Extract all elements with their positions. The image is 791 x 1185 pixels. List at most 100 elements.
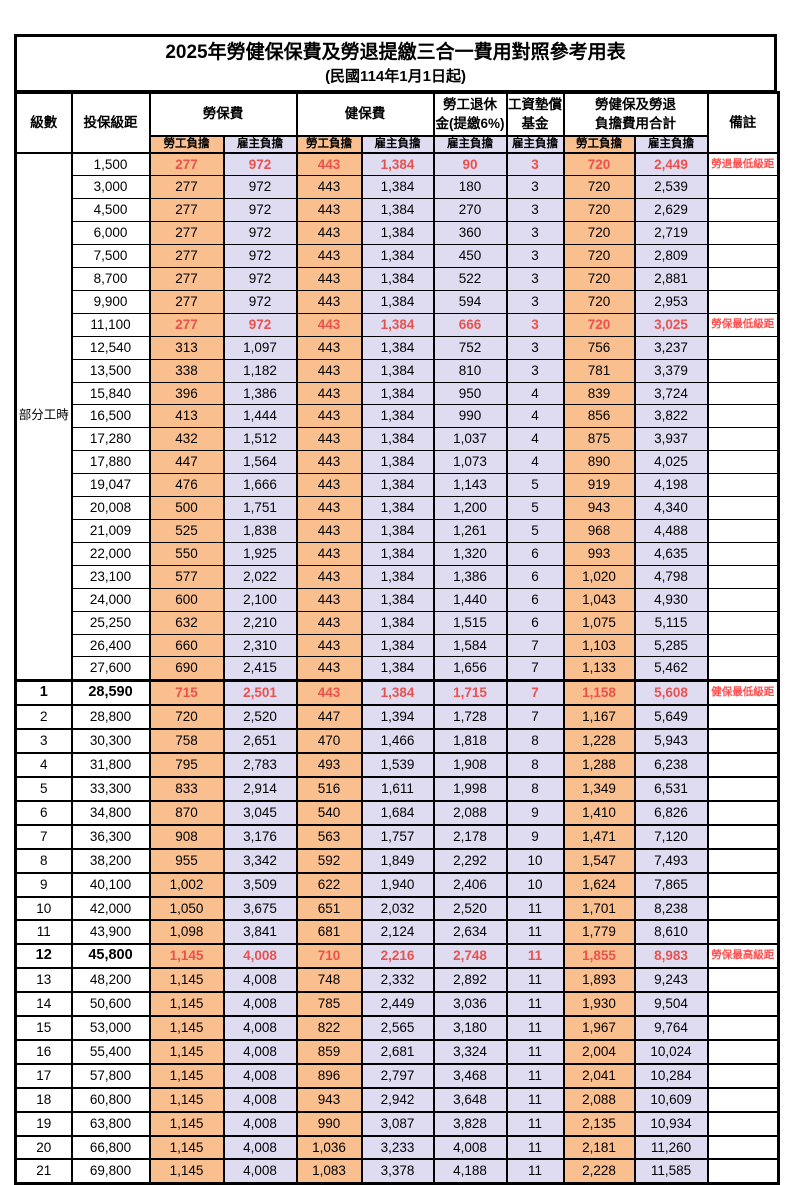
cell-wage-fund-employer: 6 <box>505 541 565 566</box>
cell-pension-employer: 990 <box>432 404 508 429</box>
cell-bracket: 66,800 <box>70 1134 151 1161</box>
cell-note <box>706 1015 780 1041</box>
cell-hi-employee: 443 <box>295 541 363 566</box>
cell-bracket: 20,008 <box>70 496 151 520</box>
cell-bracket: 30,300 <box>70 728 151 755</box>
table-row: 20 66,800 1,145 4,008 1,036 3,233 4,008 11 2,181… <box>14 1134 780 1161</box>
cell-hi-employee: 443 <box>295 656 363 682</box>
cell-li-employee: 500 <box>148 496 225 520</box>
cell-hi-employer: 1,384 <box>360 358 435 383</box>
cell-li-employer: 972 <box>222 267 298 291</box>
cell-li-employer: 972 <box>222 244 298 269</box>
cell-li-employer: 4,008 <box>222 967 298 994</box>
cell-total-employee: 890 <box>562 450 636 475</box>
cell-wage-fund-employer: 6 <box>505 610 565 635</box>
cell-note <box>706 1158 780 1185</box>
cell-note <box>706 289 780 314</box>
header-wage-fund: 工資墊償 基金 <box>505 91 565 137</box>
cell-li-employer: 1,925 <box>222 541 298 566</box>
cell-li-employee: 432 <box>148 427 225 452</box>
cell-li-employee: 955 <box>148 847 225 874</box>
table-row: 16,500 413 1,444 443 1,384 990 4 856 3,822 <box>16 404 780 429</box>
cell-level: 18 <box>14 1086 73 1113</box>
cell-bracket: 28,590 <box>70 679 151 707</box>
cell-li-employee: 277 <box>148 244 225 269</box>
cell-total-employee: 1,133 <box>562 656 636 682</box>
cell-pension-employer: 522 <box>432 267 508 291</box>
cell-level: 7 <box>14 823 73 850</box>
cell-pension-employer: 1,073 <box>432 450 508 475</box>
cell-total-employer: 5,462 <box>633 656 709 682</box>
cell-hi-employer: 1,384 <box>360 404 435 429</box>
cell-pension-employer: 1,200 <box>432 496 508 520</box>
cell-total-employee: 1,547 <box>562 847 636 874</box>
cell-note <box>706 1038 780 1065</box>
cell-li-employer: 3,176 <box>222 823 298 850</box>
header-pension: 勞工退休 金(提繳6%) <box>432 91 508 137</box>
cell-hi-employer: 1,384 <box>360 427 435 452</box>
cell-pension-employer: 1,656 <box>432 656 508 682</box>
cell-note: 健保最低級距 <box>706 679 780 707</box>
cell-note <box>706 919 780 946</box>
table-row: 26,400 660 2,310 443 1,384 1,584 7 1,103 5,285 <box>16 633 780 658</box>
cell-note <box>706 335 780 360</box>
cell-note <box>706 610 780 635</box>
table-row: 14 50,600 1,145 4,008 785 2,449 3,036 11 1,930 9,… <box>14 991 780 1018</box>
cell-hi-employee: 622 <box>295 871 363 898</box>
cell-wage-fund-employer: 8 <box>505 752 565 778</box>
cell-li-employer: 2,520 <box>222 704 298 731</box>
cell-li-employer: 4,008 <box>222 1062 298 1089</box>
cell-li-employee: 660 <box>148 633 225 658</box>
cell-wage-fund-employer: 4 <box>505 404 565 429</box>
cell-hi-employee: 1,083 <box>295 1158 363 1185</box>
cell-wage-fund-employer: 3 <box>505 151 565 177</box>
page-title: 2025年勞健保保費及勞退提繳三合一費用對照參考用表 <box>165 42 626 63</box>
cell-total-employer: 10,934 <box>633 1110 709 1137</box>
cell-note <box>706 381 780 406</box>
cell-wage-fund-employer: 3 <box>505 358 565 383</box>
cell-li-employer: 1,182 <box>222 358 298 383</box>
cell-total-employer: 9,764 <box>633 1015 709 1041</box>
cell-level: 6 <box>14 799 73 826</box>
cell-total-employer: 10,609 <box>633 1086 709 1113</box>
part-time-label: 部分工時 <box>14 151 73 682</box>
cell-hi-employer: 3,378 <box>360 1158 435 1185</box>
cell-hi-employee: 592 <box>295 847 363 874</box>
cell-li-employer: 1,444 <box>222 404 298 429</box>
cell-pension-employer: 4,188 <box>432 1158 508 1185</box>
cell-wage-fund-employer: 3 <box>505 244 565 269</box>
cell-note <box>706 450 780 475</box>
cell-pension-employer: 3,828 <box>432 1110 508 1137</box>
cell-bracket: 55,400 <box>70 1038 151 1065</box>
cell-hi-employee: 443 <box>295 289 363 314</box>
cell-wage-fund-employer: 11 <box>505 1110 565 1137</box>
cell-note <box>706 656 780 682</box>
cell-li-employee: 1,145 <box>148 1038 225 1065</box>
cell-li-employer: 4,008 <box>222 1134 298 1161</box>
cell-hi-employee: 943 <box>295 1086 363 1113</box>
table-row: 7,500 277 972 443 1,384 450 3 720 2,809 <box>16 244 780 269</box>
cell-total-employee: 2,041 <box>562 1062 636 1089</box>
cell-pension-employer: 2,178 <box>432 823 508 850</box>
cell-li-employer: 972 <box>222 221 298 246</box>
table-row: 19,047 476 1,666 443 1,384 1,143 5 919 4,198 <box>16 473 780 498</box>
cell-total-employee: 1,167 <box>562 704 636 731</box>
cell-total-employee: 943 <box>562 496 636 520</box>
cell-total-employee: 720 <box>562 267 636 291</box>
cell-hi-employer: 1,466 <box>360 728 435 755</box>
cell-total-employer: 7,493 <box>633 847 709 874</box>
header-labor-insurance: 勞保費 <box>148 91 298 137</box>
cell-bracket: 9,900 <box>70 289 151 314</box>
cell-pension-employer: 752 <box>432 335 508 360</box>
cell-bracket: 15,840 <box>70 381 151 406</box>
cell-li-employer: 972 <box>222 151 298 177</box>
cell-hi-employer: 1,384 <box>360 679 435 707</box>
cell-li-employee: 313 <box>148 335 225 360</box>
table-row: 3,000 277 972 443 1,384 180 3 720 2,539 <box>16 175 780 200</box>
cell-total-employer: 2,449 <box>633 151 709 177</box>
table-row: 21,009 525 1,838 443 1,384 1,261 5 968 4,488 <box>16 519 780 543</box>
cell-hi-employer: 1,384 <box>360 564 435 589</box>
cell-li-employee: 870 <box>148 799 225 826</box>
cell-pension-employer: 2,634 <box>432 919 508 946</box>
cell-wage-fund-employer: 3 <box>505 198 565 223</box>
